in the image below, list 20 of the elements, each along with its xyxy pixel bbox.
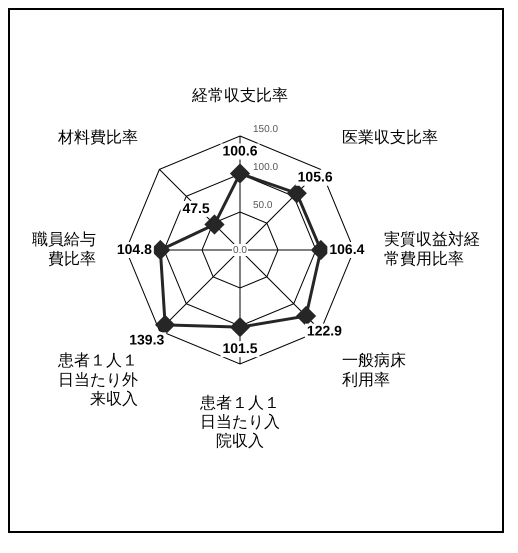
spoke-label: 患者１人１日当たり入院収入 — [199, 392, 280, 450]
y-tick-label: 0.0 — [233, 244, 248, 256]
data-label: 139.3 — [129, 331, 164, 348]
spoke-label: 医業収支比率 — [342, 128, 438, 147]
data-label: 105.6 — [298, 168, 333, 185]
spoke-label: 患者１人１日当たり外来収入 — [57, 350, 138, 408]
spoke-label: 材料費比率 — [57, 128, 138, 147]
spoke-label: 一般病床利用率 — [342, 350, 406, 389]
y-tick-label: 150.0 — [253, 124, 278, 135]
y-tick-label: 100.0 — [253, 162, 278, 173]
spoke-label: 職員給与費比率 — [32, 230, 96, 268]
data-label: 104.8 — [116, 240, 152, 257]
data-label: 101.5 — [222, 340, 258, 356]
spoke-label: 実質収益対経常費用比率 — [384, 230, 480, 268]
spoke-label: 経常収支比率 — [191, 86, 288, 105]
data-label: 106.4 — [329, 240, 365, 257]
data-label: 100.6 — [222, 142, 258, 158]
data-label: 47.5 — [182, 200, 210, 216]
data-label: 122.9 — [306, 322, 342, 338]
y-tick-label: 50.0 — [253, 200, 273, 211]
